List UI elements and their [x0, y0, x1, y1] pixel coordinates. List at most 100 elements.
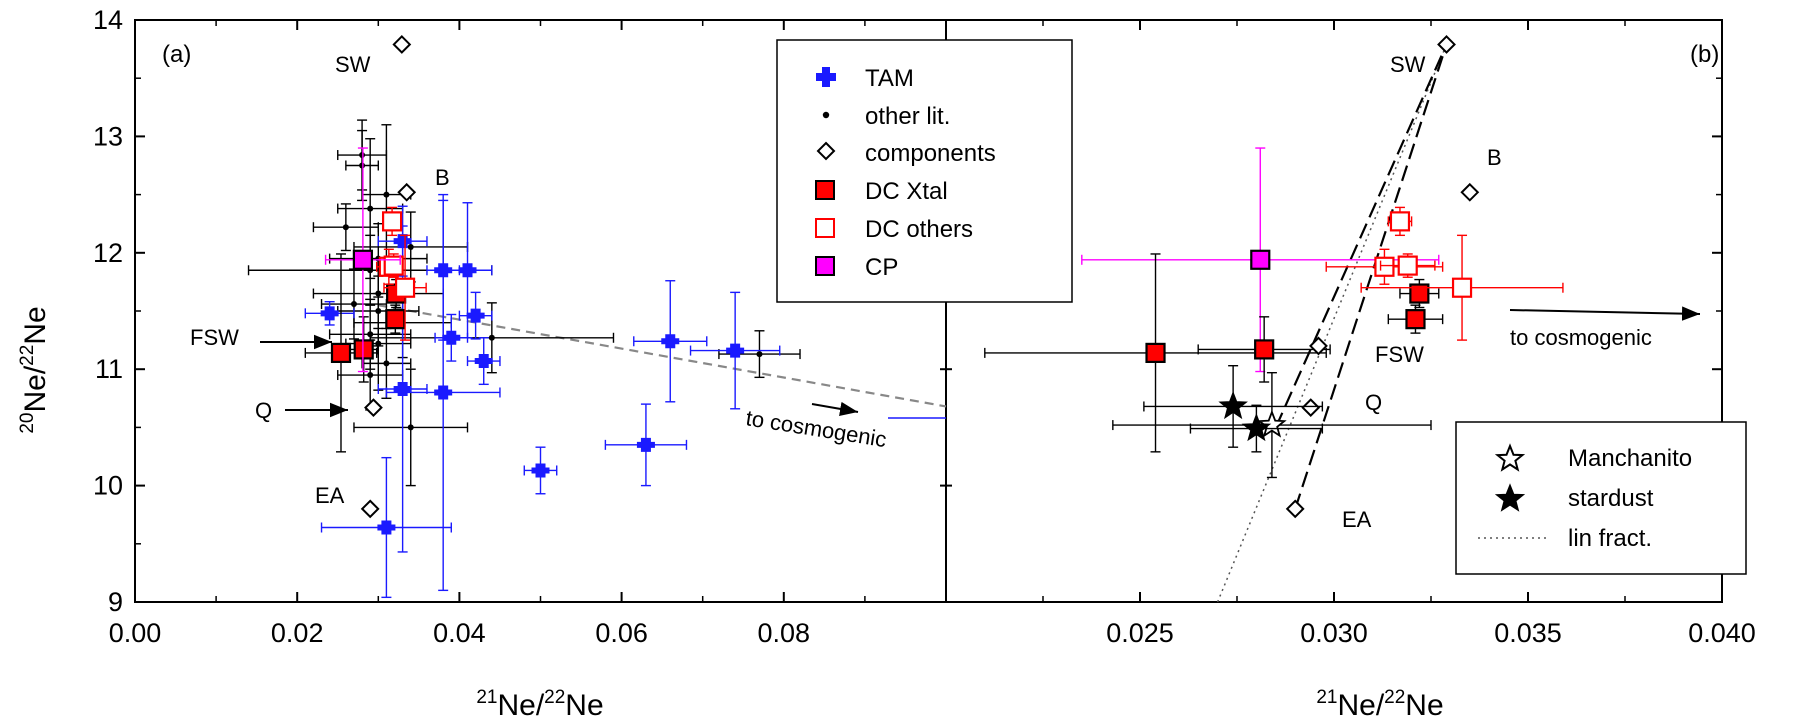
y-axis-title-base: Ne/: [19, 365, 52, 412]
component-point-b: [1301, 398, 1321, 418]
x-axis-title-a: 21Ne/22Ne: [476, 687, 603, 722]
legend-b: Manchanito stardust lin fract.: [1455, 421, 1747, 575]
legend-label-stardust: stardust: [1568, 485, 1654, 512]
component-point: [392, 35, 412, 54]
dc-others-point: [383, 255, 404, 276]
legend-marker-cp: [815, 256, 835, 276]
tam-point: [466, 308, 485, 323]
other-lit-point: [383, 360, 390, 367]
cp-point: [352, 249, 373, 270]
legend-marker-stardust: [1494, 483, 1526, 512]
other-lit-point: [488, 334, 495, 341]
legend-marker-components: [816, 141, 836, 161]
annot-b-a: B: [435, 165, 450, 190]
annot-ea-b: EA: [1342, 507, 1372, 532]
other-lit-point: [367, 205, 374, 212]
x-axis-title-b-base: Ne/: [1337, 689, 1384, 722]
component-point-b: [1437, 35, 1456, 54]
legend-label-components: components: [865, 140, 996, 167]
x-axis-title-a-sup1: 21: [476, 687, 497, 708]
manchanito-point: [1257, 409, 1287, 438]
x-tick-label-a: 0.06: [595, 618, 648, 648]
y-axis-title-sup1: 20: [17, 413, 38, 434]
x-tick-label-a: 0.00: [109, 618, 162, 648]
legend-label-manchanito: Manchanito: [1568, 445, 1692, 472]
legend-label-lin-fract: lin fract.: [1568, 525, 1652, 552]
dc-others-point-b: [1389, 211, 1411, 232]
x-tick-label-a: 0.08: [758, 618, 811, 648]
dc-xtal-point: [353, 339, 374, 360]
component-point: [397, 182, 417, 202]
tam-point: [661, 334, 680, 349]
tam-point: [726, 343, 745, 358]
other-lit-point: [350, 301, 357, 308]
tam-point: [377, 520, 396, 535]
x-axis-title-b-sup1: 21: [1316, 687, 1337, 708]
tam-point: [393, 381, 412, 396]
x-axis-title-b: 21Ne/22Ne: [1316, 687, 1443, 722]
panel-a: 9 10 11 12 13 14 0.00 0.02 0.04 0.06 0.08: [93, 5, 1723, 648]
dc-others-point-b: [1451, 277, 1473, 298]
legend-marker-dc-xtal: [815, 180, 835, 200]
mixing-line: [1274, 43, 1448, 428]
legend-marker-other-lit: [822, 111, 830, 119]
component-point: [360, 499, 380, 519]
x-tick-label-a: 0.04: [433, 618, 486, 648]
tam-point: [320, 306, 339, 321]
y-tick-label: 14: [93, 5, 123, 35]
other-lit-point: [359, 162, 366, 169]
other-lit-point: [375, 340, 382, 347]
x-axis-title-a-base: Ne/: [497, 689, 544, 722]
tam-point: [442, 330, 461, 345]
panel-b: 0.025 0.030 0.035 0.040: [984, 20, 1756, 648]
tam-point: [458, 263, 477, 278]
legend-label-dc-others: DC others: [865, 216, 973, 243]
y-axis-title: 20Ne/22Ne: [17, 306, 52, 433]
tam-point: [434, 385, 453, 400]
other-lit-point: [756, 351, 763, 358]
y-tick-label: 13: [93, 121, 123, 151]
x-axis-title-a-sup2: 22: [544, 687, 565, 708]
x-tick-label-b: 0.035: [1494, 618, 1562, 648]
dc-others-point: [381, 211, 403, 232]
legend-label-dc-xtal: DC Xtal: [865, 178, 948, 205]
dc-xtal-point: [330, 342, 352, 364]
y-tick-label: 11: [95, 354, 123, 384]
panel-a-label: (a): [162, 41, 191, 68]
annot-sw-a: SW: [335, 52, 371, 77]
tam-point: [531, 463, 550, 478]
x-tick-label-a: 0.02: [271, 618, 324, 648]
x-axis-title-a-end: Ne: [565, 689, 603, 722]
dc-others-point-b: [1374, 256, 1395, 277]
annot-fsw-a: FSW: [190, 325, 239, 350]
annot-ea-a: EA: [315, 483, 345, 508]
mixing-line: [1294, 44, 1448, 510]
x-tick-label-b: 0.040: [1688, 618, 1756, 648]
legend-label-cp: CP: [865, 254, 898, 281]
x-axis-title-b-sup2: 22: [1384, 687, 1405, 708]
annot-fsw-b: FSW: [1375, 342, 1424, 367]
stardust-point: [1241, 413, 1272, 442]
trend-line-a: [378, 304, 947, 408]
tam-point: [393, 234, 412, 249]
other-lit-point: [342, 224, 349, 231]
dc-xtal-point-b: [1409, 283, 1430, 304]
cosmogenic-arrow-a: [811, 401, 859, 417]
legend-marker-tam: [816, 67, 836, 87]
dc-others-point: [394, 277, 416, 298]
panel-b-label: (b): [1690, 41, 1719, 68]
component-point: [364, 398, 383, 418]
component-point-b: [1285, 499, 1305, 519]
other-lit-point: [407, 243, 414, 250]
component-fsw-b: [1309, 336, 1328, 356]
y-tick-label: 10: [93, 471, 123, 501]
legend-label-other-lit: other lit.: [865, 103, 950, 130]
y-axis-title-sup2: 22: [17, 345, 38, 366]
tam-point: [636, 437, 655, 452]
annot-b-b: B: [1487, 145, 1502, 170]
annot-sw-b: SW: [1390, 52, 1426, 77]
legend-marker-manchanito: [1494, 443, 1526, 472]
lin-fract-line: [1216, 44, 1448, 603]
y-tick-label: 9: [108, 587, 123, 617]
